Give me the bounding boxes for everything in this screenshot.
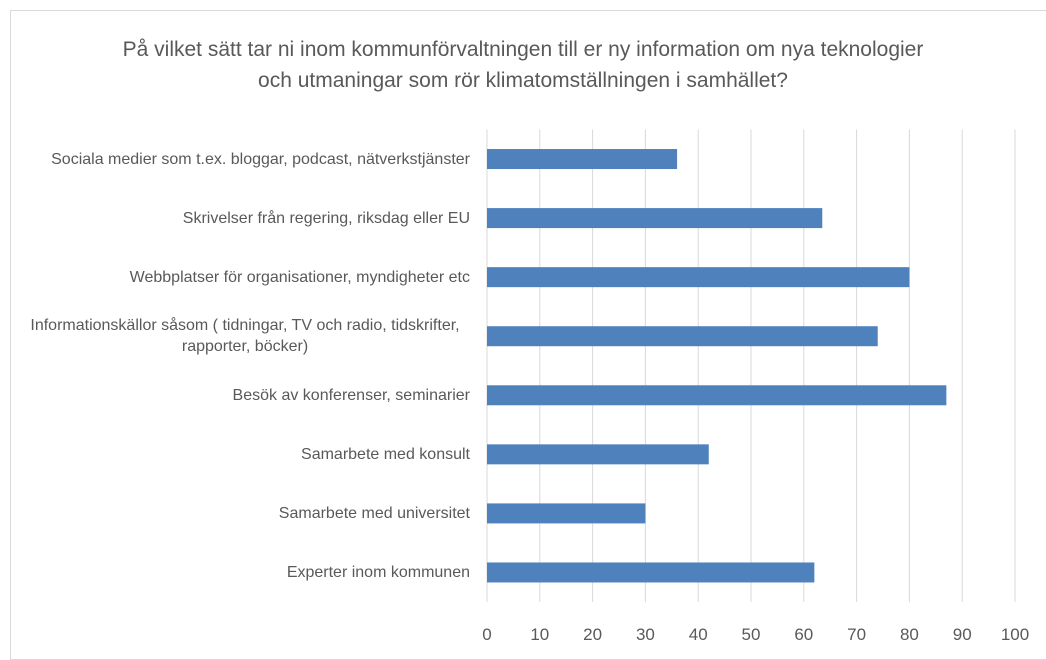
bar <box>487 444 709 465</box>
bar <box>487 385 947 406</box>
bar <box>487 326 878 347</box>
category-text: Experter inom kommunen <box>286 563 470 581</box>
bar <box>487 208 823 229</box>
x-tick-label: 10 <box>530 625 549 644</box>
x-tick-label: 30 <box>636 625 655 644</box>
y-tick-label: Experter inom kommunen <box>20 562 470 583</box>
bar <box>487 562 815 583</box>
bar <box>487 149 678 170</box>
x-tick-label: 60 <box>794 625 813 644</box>
category-text: Informationskällor såsom ( tidningar, TV… <box>30 317 460 356</box>
bar <box>487 503 646 524</box>
x-tick-label: 70 <box>847 625 866 644</box>
x-tick-label: 40 <box>689 625 708 644</box>
y-tick-label: Samarbete med universitet <box>20 503 470 524</box>
y-tick-label: Samarbete med konsult <box>20 444 470 465</box>
category-text: Samarbete med universitet <box>278 504 470 522</box>
x-tick-label: 90 <box>953 625 972 644</box>
chart-title: På vilket sätt tar ni inom kommunförvalt… <box>122 38 924 92</box>
category-text: Webbplatser för organisationer, myndighe… <box>129 268 470 286</box>
y-tick-label: Skrivelser från regering, riksdag eller … <box>20 208 470 229</box>
category-text: Besök av konferenser, seminarier <box>232 386 470 404</box>
x-tick-label: 100 <box>1001 625 1029 644</box>
y-tick-label: Sociala medier som t.ex. bloggar, podcas… <box>20 149 470 170</box>
category-text: Skrivelser från regering, riksdag eller … <box>182 209 470 227</box>
category-text: Sociala medier som t.ex. bloggar, podcas… <box>51 150 470 168</box>
x-tick-label: 50 <box>742 625 761 644</box>
y-tick-label: Besök av konferenser, seminarier <box>20 385 470 406</box>
x-tick-label: 80 <box>900 625 919 644</box>
y-tick-label: Webbplatser för organisationer, myndighe… <box>20 267 470 288</box>
x-tick-label: 20 <box>583 625 602 644</box>
bar <box>487 267 910 288</box>
y-tick-label: Informationskällor såsom ( tidningar, TV… <box>20 315 470 357</box>
x-tick-label: 0 <box>482 625 491 644</box>
category-text: Samarbete med konsult <box>301 445 470 463</box>
